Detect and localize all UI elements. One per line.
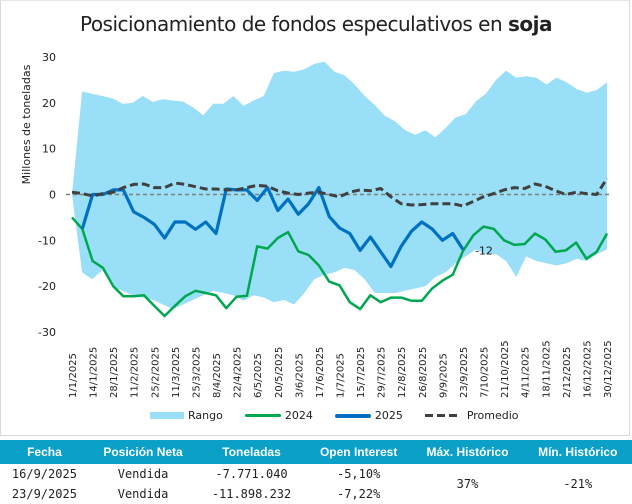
x-tick-label: 26/8/2025 — [418, 347, 429, 398]
y-tick-label: -20 — [38, 280, 56, 293]
y-tick-label: 10 — [42, 143, 56, 156]
x-tick-label: 23/9/2025 — [459, 347, 470, 398]
x-tick-label: 21/10/2025 — [500, 340, 511, 398]
x-tick-label: 15/7/2025 — [356, 347, 367, 398]
stats-header-row: Fecha Posición Neta Toneladas Open Inter… — [0, 440, 632, 464]
legend-label-2024: 2024 — [284, 409, 313, 422]
x-tick-label: 30/12/2025 — [603, 340, 614, 398]
table-row: 23/9/2025 Vendida -11.898.232 -7,22% — [0, 484, 632, 504]
range-area — [72, 61, 607, 310]
header-toneladas: Toneladas — [197, 440, 306, 464]
cell-max-historico: 37% — [456, 477, 479, 491]
legend-item-range: Rango — [150, 409, 223, 422]
x-tick-label: 11/3/2025 — [171, 347, 182, 398]
table-row: 16/9/2025 Vendida -7.771.040 -5,10% 37% … — [0, 464, 632, 491]
x-tick-label: 11/2/2025 — [130, 347, 141, 398]
y-tick-label: 30 — [42, 51, 56, 64]
x-tick-label: 20/5/2025 — [274, 347, 285, 398]
header-posicion: Posición Neta — [88, 440, 198, 464]
legend-swatch-2024 — [244, 414, 281, 417]
header-max-historico: Máx. Histórico — [411, 440, 524, 464]
legend-label-average: Promedio — [466, 409, 519, 422]
cell-toneladas: -11.898.232 — [211, 487, 292, 501]
series-line-2024 — [71, 216, 609, 318]
chart-plot: 30 20 10 0 -10 -20 -30 Millones de toneladas 1/1… — [20, 51, 614, 398]
chart-frame — [0, 0, 630, 436]
cell-min-historico: -21% — [563, 477, 593, 491]
cell-toneladas: -7.771.040 — [215, 467, 288, 481]
x-tick-label: 1/1/2025 — [68, 353, 79, 398]
header-min-historico: Mín. Histórico — [523, 440, 632, 464]
x-tick-label: 28/1/2025 — [109, 347, 120, 398]
cell-posicion: Vendida — [117, 487, 169, 501]
x-tick-label: 8/4/2025 — [212, 353, 223, 398]
legend-label-2025: 2025 — [374, 409, 403, 422]
header-open-interest: Open Interest — [305, 440, 412, 464]
title-commodity: soja — [508, 12, 553, 36]
x-tick-label: 1/7/2025 — [336, 353, 347, 398]
x-tick-label: 14/1/2025 — [89, 347, 100, 398]
data-label-last: -12 — [475, 245, 493, 258]
x-tick-label: 25/3/2025 — [191, 347, 202, 398]
x-tick-label: 22/4/2025 — [233, 347, 244, 398]
legend-item-2024: 2024 — [244, 409, 313, 422]
y-tick-label: 0 — [49, 189, 56, 202]
x-tick-label: 29/7/2025 — [377, 347, 388, 398]
x-tick-label: 9/9/2025 — [438, 353, 449, 398]
x-tick-label: 16/12/2025 — [582, 340, 593, 398]
legend-item-2025: 2025 — [334, 409, 403, 422]
legend-item-average: Promedio — [424, 409, 519, 422]
stats-table: Fecha Posición Neta Toneladas Open Inter… — [0, 440, 632, 504]
header-fecha: Fecha — [0, 440, 89, 464]
x-tick-label: 2/12/2025 — [562, 347, 573, 398]
cell-fecha: 23/9/2025 — [11, 487, 77, 501]
series-line-promedio — [71, 177, 609, 208]
y-axis-label: Millones de toneladas — [20, 64, 33, 184]
legend-swatch-average — [424, 414, 457, 417]
legend-label-range: Rango — [188, 409, 223, 422]
y-tick-label: -30 — [38, 326, 56, 339]
x-tick-label: 4/11/2025 — [521, 347, 532, 398]
x-tick-label: 18/11/2025 — [541, 340, 552, 398]
legend-swatch-range — [150, 412, 184, 419]
x-tick-label: 6/5/2025 — [253, 353, 264, 398]
legend-swatch-2025 — [334, 413, 371, 418]
series-line-2025 — [80, 186, 465, 269]
y-tick-label: 20 — [42, 97, 56, 110]
x-tick-label: 17/6/2025 — [315, 347, 326, 398]
cell-open-interest: -5,10% — [336, 467, 381, 481]
x-tick-label: 7/10/2025 — [480, 347, 491, 398]
x-tick-label: 25/2/2025 — [150, 347, 161, 398]
x-tick-label: 3/6/2025 — [294, 353, 305, 398]
cell-fecha: 16/9/2025 — [11, 467, 77, 481]
y-tick-label: -10 — [38, 234, 56, 247]
x-tick-label: 12/8/2025 — [397, 347, 408, 398]
cell-posicion: Vendida — [117, 467, 169, 481]
title-text: Posicionamiento de fondos especulativos … — [79, 12, 509, 36]
chart-title: Posicionamiento de fondos especulativos … — [0, 12, 632, 36]
cell-open-interest: -7,22% — [336, 487, 381, 501]
chart-legend: Rango 2024 2025 Promedio — [150, 409, 541, 422]
